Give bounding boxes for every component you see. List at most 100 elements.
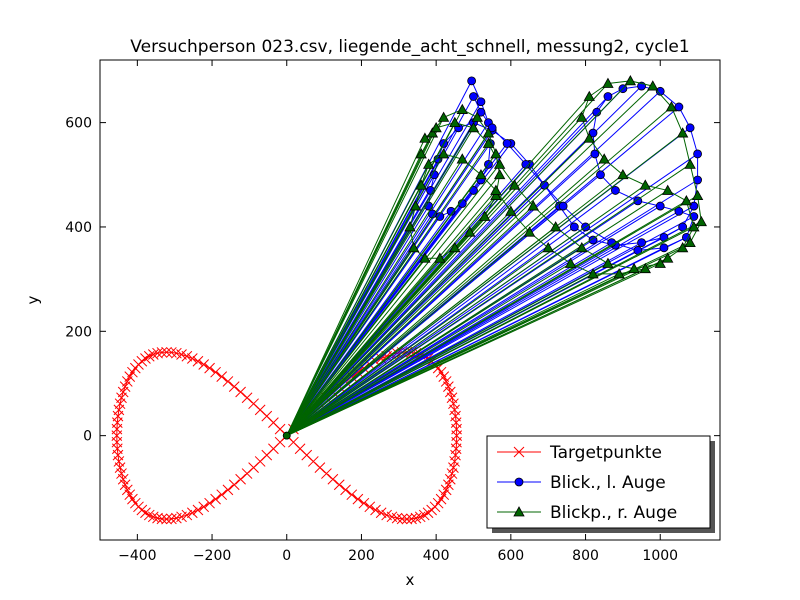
- right-eye-point: [422, 158, 435, 169]
- right-eye-point: [508, 179, 521, 190]
- target-point: [198, 359, 210, 370]
- target-point: [364, 501, 376, 513]
- right-eye-point: [662, 184, 674, 195]
- right-eye-point: [684, 236, 696, 248]
- target-point: [147, 349, 159, 360]
- target-point: [370, 504, 381, 516]
- right-eye-point: [624, 75, 637, 86]
- right-eye-point: [527, 200, 539, 211]
- right-eye-point: [602, 77, 614, 88]
- right-eye-point: [602, 257, 614, 268]
- right-eye-point: [542, 242, 554, 253]
- target-point: [375, 353, 387, 364]
- target-point: [381, 509, 392, 521]
- gaze-ray: [286, 263, 609, 437]
- target-point: [116, 392, 127, 404]
- target-point: [161, 513, 172, 525]
- gaze-ray: [286, 174, 482, 436]
- right-eye-point: [576, 111, 588, 122]
- right-eye-point: [475, 168, 487, 180]
- right-eye-point: [490, 184, 502, 195]
- right-eye-point: [490, 148, 502, 159]
- gaze-ray: [286, 143, 489, 436]
- right-eye-point: [549, 221, 562, 232]
- right-eye-point: [564, 257, 577, 268]
- gaze-ray: [286, 247, 665, 437]
- target-point: [152, 347, 163, 359]
- legend-label: Blickp., r. Auge: [550, 503, 677, 523]
- left-eye-point: [476, 97, 486, 107]
- right-eye-point: [404, 221, 416, 232]
- left-eye-point: [603, 92, 613, 101]
- gaze-ray: [286, 127, 474, 436]
- target-point: [333, 479, 345, 491]
- target-point: [147, 511, 159, 523]
- right-eye-point: [471, 111, 483, 122]
- right-eye-point: [613, 268, 625, 279]
- target-point: [375, 507, 387, 519]
- left-eye-point: [569, 222, 579, 232]
- target-point: [406, 513, 417, 525]
- legend-label: Blick., l. Auge: [550, 473, 666, 493]
- target-point: [152, 512, 163, 524]
- left-eye-point: [467, 76, 477, 86]
- gaze-ray: [286, 138, 426, 436]
- target-point: [222, 376, 234, 387]
- target-point: [443, 381, 454, 392]
- target-point: [114, 462, 126, 473]
- right-eye-point: [691, 189, 704, 201]
- target-point: [446, 468, 458, 479]
- target-point: [228, 381, 240, 392]
- target-point: [117, 473, 129, 485]
- right-eye-point: [598, 153, 610, 164]
- x-tick-label: 400: [423, 548, 450, 564]
- target-point: [346, 489, 358, 501]
- left-eye-point: [685, 123, 695, 133]
- left-eye-point: [674, 102, 684, 112]
- target-point: [228, 479, 240, 491]
- legend-marker: [514, 477, 524, 487]
- gaze-ray: [286, 231, 530, 437]
- left-eye-point: [502, 139, 512, 148]
- target-point: [444, 386, 456, 398]
- target-point: [204, 497, 215, 509]
- left-eye-point: [659, 243, 669, 253]
- x-tick-label: 1000: [642, 548, 678, 564]
- right-eye-point: [587, 268, 599, 279]
- target-point: [143, 509, 155, 521]
- target-point: [396, 513, 408, 525]
- gaze-ray: [286, 153, 596, 437]
- gaze-ray: [286, 205, 534, 437]
- target-point: [156, 347, 168, 358]
- y-tick-label: 400: [65, 220, 92, 236]
- target-point: [161, 346, 172, 358]
- target-point: [444, 473, 456, 485]
- target-point: [171, 347, 182, 359]
- gaze-ray: [286, 96, 590, 436]
- gaze-ray: [286, 158, 463, 436]
- left-eye-point: [637, 238, 646, 248]
- target-point: [204, 362, 215, 374]
- left-eye-point: [693, 149, 702, 159]
- right-eye-point: [419, 252, 431, 263]
- left-eye-point: [659, 232, 669, 242]
- gaze-ray: [286, 184, 646, 437]
- series-right-eye: [282, 75, 708, 440]
- left-eye-point: [611, 186, 620, 195]
- target-point: [166, 513, 177, 525]
- right-eye-point: [464, 226, 476, 237]
- gaze-ray: [286, 158, 605, 437]
- right-eye-point: [583, 132, 595, 143]
- x-tick-label: 800: [572, 548, 599, 564]
- gaze-ray: [286, 268, 635, 437]
- y-tick-label: 0: [83, 429, 92, 445]
- right-eye-point: [456, 103, 468, 114]
- right-eye-point: [665, 101, 678, 112]
- x-tick-label: 200: [348, 548, 375, 564]
- left-eye-point: [674, 206, 684, 216]
- target-point: [192, 355, 204, 367]
- right-eye-point: [583, 90, 595, 101]
- target-point: [410, 512, 422, 524]
- legend: Targetpunkte Blick., l. Auge Blickp., r. A…: [486, 435, 715, 533]
